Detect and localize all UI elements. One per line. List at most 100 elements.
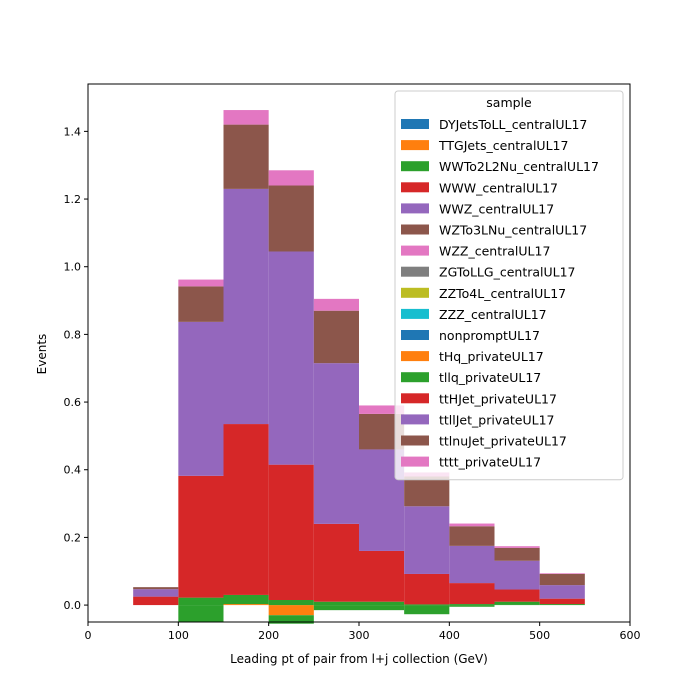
bar-ttllJet_privateUL17-bin-3 — [268, 251, 314, 465]
bar-tllq_privateUL17-bin-3 — [268, 600, 314, 606]
bar-ttllJet_privateUL17-bin-8 — [494, 560, 540, 590]
bar-tttt_privateUL17-bin-4 — [313, 298, 359, 311]
legend-swatch — [401, 372, 429, 383]
bar-TTGJets_centralUL17-bin-3 — [268, 605, 314, 616]
bar-ttlnuJet_privateUL17-bin-8 — [494, 547, 540, 561]
bar-tttt_privateUL17-bin-2 — [223, 110, 269, 125]
bar-WWTo2L2Nu_centralUL17-bin-3 — [268, 615, 314, 624]
x-tick-label: 0 — [85, 629, 92, 642]
legend-swatch — [401, 224, 429, 235]
bar-ttHJet_privateUL17-bin-1 — [178, 475, 224, 598]
bar-ttllJet_privateUL17-bin-2 — [223, 188, 269, 425]
bar-TTGJets_centralUL17-bin-2 — [223, 604, 269, 606]
bar-WWTo2L2Nu_centralUL17-bin-4 — [313, 605, 359, 611]
bar-WWTo2L2Nu_centralUL17-bin-5 — [359, 605, 405, 611]
bar-tllq_privateUL17-bin-9 — [539, 604, 585, 606]
bar-ttHJet_privateUL17-bin-9 — [539, 598, 585, 605]
bar-WWTo2L2Nu_centralUL17-bin-7 — [449, 605, 495, 607]
bar-tttt_privateUL17-bin-8 — [494, 546, 540, 548]
bar-ttlnuJet_privateUL17-bin-2 — [223, 124, 269, 189]
legend-label: ZZZ_centralUL17 — [439, 307, 547, 322]
legend-label: tttt_privateUL17 — [439, 455, 541, 470]
legend-label: ZGToLLG_centralUL17 — [439, 265, 576, 280]
bar-ttHJet_privateUL17-bin-8 — [494, 589, 540, 602]
y-tick-label: 0.0 — [64, 599, 82, 612]
legend-swatch — [401, 182, 429, 193]
bar-ttllJet_privateUL17-bin-6 — [404, 506, 450, 574]
y-tick-label: 1.0 — [64, 261, 82, 274]
legend-label: tHq_privateUL17 — [439, 349, 544, 364]
legend-label: WZTo3LNu_centralUL17 — [439, 223, 587, 238]
legend-swatch — [401, 161, 429, 172]
bar-ttllJet_privateUL17-bin-4 — [313, 363, 359, 524]
bar-ttllJet_privateUL17-bin-1 — [178, 321, 224, 476]
bar-ttllJet_privateUL17-bin-0 — [133, 589, 179, 597]
bar-ttHJet_privateUL17-bin-5 — [359, 550, 405, 602]
x-tick-label: 600 — [620, 629, 641, 642]
legend-swatch — [401, 245, 429, 256]
bar-ttHJet_privateUL17-bin-6 — [404, 573, 450, 605]
x-tick-label: 400 — [439, 629, 460, 642]
bar-tttt_privateUL17-bin-3 — [268, 170, 314, 186]
legend: sample DYJetsToLL_centralUL17 TTGJets_cent… — [394, 90, 624, 481]
bar-ttlnuJet_privateUL17-bin-9 — [539, 573, 585, 586]
legend-swatch — [401, 287, 429, 298]
bar-ttlnuJet_privateUL17-bin-0 — [133, 587, 179, 590]
legend-label: WZZ_centralUL17 — [439, 244, 550, 259]
bar-ttllJet_privateUL17-bin-9 — [539, 585, 585, 599]
legend-label: WWZ_centralUL17 — [439, 201, 554, 216]
x-axis-label: Leading pt of pair from l+j collection (… — [230, 652, 488, 666]
bar-ttlnuJet_privateUL17-bin-6 — [404, 476, 450, 507]
bar-WWTo2L2Nu_centralUL17-bin-6 — [404, 605, 450, 615]
bar-ttlnuJet_privateUL17-bin-3 — [268, 185, 314, 252]
x-tick-label: 100 — [168, 629, 189, 642]
legend-swatch — [401, 140, 429, 151]
bar-tllq_privateUL17-bin-8 — [494, 601, 540, 605]
legend-label: ttllJet_privateUL17 — [439, 412, 555, 427]
legend-label: tllq_privateUL17 — [439, 370, 541, 385]
legend-swatch — [401, 330, 429, 340]
axes-layer: 0 100 200 300 400 500 600 0.0 0.2 0.4 0.6 0.8 1.0 1.2… — [64, 83, 641, 642]
y-tick-label: 0.6 — [64, 396, 82, 409]
bar-ttlnuJet_privateUL17-bin-7 — [449, 526, 495, 546]
legend-label: WWTo2L2Nu_centralUL17 — [439, 159, 599, 174]
bar-ttlnuJet_privateUL17-bin-1 — [178, 286, 224, 322]
x-tick-label: 200 — [258, 629, 279, 642]
legend-swatch — [401, 203, 429, 214]
y-axis-label: Events — [35, 334, 49, 375]
legend-swatch — [401, 435, 429, 446]
bar-tllq_privateUL17-bin-6 — [404, 604, 450, 606]
bar-tllq_privateUL17-bin-4 — [313, 601, 359, 606]
legend-label: nonpromptUL17 — [439, 328, 540, 343]
legend-swatch — [401, 351, 429, 362]
legend-swatch — [401, 119, 429, 129]
bar-tllq_privateUL17-bin-7 — [449, 604, 495, 606]
bar-ttHJet_privateUL17-bin-7 — [449, 583, 495, 605]
bar-WWTo2L2Nu_centralUL17-bin-1 — [178, 605, 224, 622]
bar-ttHJet_privateUL17-bin-4 — [313, 523, 359, 602]
legend-swatch — [401, 456, 429, 467]
bar-ttlnuJet_privateUL17-bin-4 — [313, 310, 359, 364]
y-tick-label: 0.2 — [64, 531, 82, 544]
legend-label: ttlnuJet_privateUL17 — [439, 434, 567, 449]
bar-ttHJet_privateUL17-bin-3 — [268, 464, 314, 601]
bar-ttllJet_privateUL17-bin-7 — [449, 545, 495, 584]
x-tick-label: 500 — [529, 629, 550, 642]
legend-label: ttHJet_privateUL17 — [439, 391, 557, 406]
legend-swatch — [401, 266, 429, 277]
y-tick-label: 0.8 — [64, 328, 82, 341]
legend-label: WWW_centralUL17 — [439, 180, 558, 195]
bar-tttt_privateUL17-bin-7 — [449, 523, 495, 527]
legend-swatch — [401, 414, 429, 425]
legend-label: TTGJets_centralUL17 — [438, 138, 568, 153]
x-tick-label: 300 — [349, 629, 370, 642]
bar-WWTo2L2Nu_centralUL17-bin-2 — [223, 594, 269, 605]
bar-tttt_privateUL17-bin-5 — [359, 405, 405, 414]
legend-swatch — [401, 393, 429, 404]
legend-box — [394, 90, 624, 481]
y-tick-label: 1.4 — [64, 125, 82, 138]
legend-label: DYJetsToLL_centralUL17 — [439, 117, 587, 132]
legend-title: sample — [486, 95, 532, 110]
bar-tttt_privateUL17-bin-1 — [178, 279, 224, 287]
